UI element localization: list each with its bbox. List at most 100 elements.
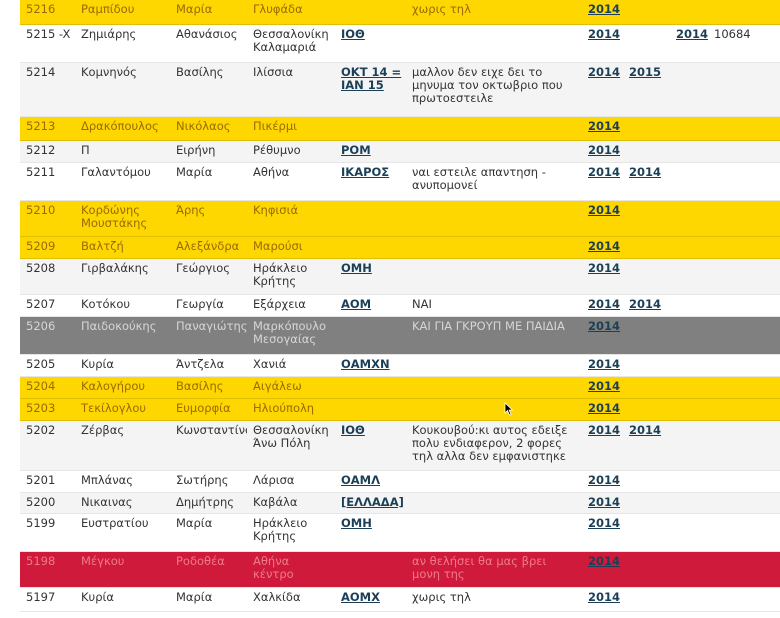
year-link[interactable]: 2014: [629, 296, 662, 311]
last-name-cell: Κομνηνός: [75, 62, 170, 116]
years-cell: 2014 2014: [582, 420, 670, 470]
group-cell: [335, 376, 406, 399]
year-link[interactable]: 2014: [629, 422, 662, 437]
group-link[interactable]: ΙΚΑΡΟΣ: [341, 164, 390, 179]
area-cell: Θεσσαλονίκη Άνω Πόλη: [247, 420, 335, 470]
year-link[interactable]: 2014: [588, 26, 621, 41]
last-name-cell: Ευστρατίου: [75, 513, 170, 551]
year-link[interactable]: 2014: [588, 260, 621, 275]
note-cell: μαλλον δεν ειχε δει το μηνυμα τον οκτωβρ…: [406, 62, 582, 116]
year-link[interactable]: 2014: [588, 64, 621, 79]
members-table-body: 5216 Ραμπίδου Μαρία Γλυφάδα χωρις τηλ 2014 521…: [20, 0, 780, 611]
year-link[interactable]: 2014: [588, 142, 621, 157]
years-cell: 2014: [582, 24, 670, 62]
year-link[interactable]: 2014: [588, 296, 621, 311]
note-cell: [406, 470, 582, 492]
year-link[interactable]: 2014: [588, 164, 621, 179]
group-cell: [335, 316, 406, 354]
year-link[interactable]: 2014: [588, 356, 621, 371]
group-cell: ΙΚΑΡΟΣ: [335, 162, 406, 200]
last-name-cell: Μέγκου: [75, 551, 170, 587]
last-name-cell: Νικαινας: [75, 492, 170, 513]
years-cell: 201420142014: [582, 162, 670, 200]
year-link[interactable]: 2015: [629, 64, 662, 79]
table-row: 5207 Κοτόκου Γεωργία Εξάρχεια ΑΟΜ ΝΑΙ 2014 2014: [20, 294, 780, 316]
group-link[interactable]: ΙΟΘ: [341, 422, 365, 437]
extra-cell: [670, 420, 780, 470]
note-cell: χωρις τηλ: [406, 0, 582, 25]
last-name-cell: Π: [75, 140, 170, 162]
extra-cell: [670, 470, 780, 492]
year-link[interactable]: 2014: [588, 2, 621, 16]
group-cell: [335, 551, 406, 587]
year-link[interactable]: 2014: [588, 238, 621, 253]
year-link[interactable]: 2014: [588, 472, 621, 487]
area-cell: Χανιά: [247, 354, 335, 376]
group-cell: ΑΟΜΧ: [335, 587, 406, 611]
year-link[interactable]: 2014: [588, 378, 621, 393]
area-cell: Ηράκλειο Κρήτης: [247, 513, 335, 551]
table-row: 5205 Κυρία Άντζελα Χανιά ΟΑΜΧΝ 2014: [20, 354, 780, 376]
table-row: 5213 Δρακόπουλος Νικόλαος Πικέρμι 2014: [20, 116, 780, 141]
extra-cell: [670, 200, 780, 237]
member-id-cell: 5211: [20, 162, 75, 200]
last-name-cell: Δρακόπουλος: [75, 116, 170, 141]
mouse-pointer-icon: [504, 402, 514, 416]
group-link[interactable]: ΟΜΗ: [341, 260, 372, 275]
extra-cell: [670, 492, 780, 513]
extra-cell: [670, 0, 780, 25]
year-link[interactable]: 2014: [588, 494, 621, 509]
first-name-cell: Γεώργιος: [170, 258, 247, 294]
last-name-cell: Τεκίλογλου: [75, 398, 170, 421]
area-cell: Ηλιούπολη: [247, 398, 335, 421]
first-name-cell: Μαρία: [170, 162, 247, 200]
group-link[interactable]: ΟΑΜΛ: [341, 472, 381, 487]
years-cell: 2014: [582, 236, 670, 259]
group-link[interactable]: ΟΑΜΧΝ: [341, 356, 390, 371]
last-name-cell: Κυρία: [75, 354, 170, 376]
area-cell: Μαρκόπουλο Μεσογαίας: [247, 316, 335, 354]
area-cell: Θεσσαλονίκη Καλαμαριά: [247, 24, 335, 62]
area-cell: Χαλκίδα: [247, 587, 335, 611]
year-link[interactable]: 2014: [588, 589, 621, 604]
year-link[interactable]: 2014: [588, 318, 621, 333]
group-link[interactable]: ΡΟΜ: [341, 142, 371, 157]
group-link[interactable]: ΟΜΗ: [341, 515, 372, 530]
table-row: 5202ΖέρβαςΚωνσταντίνοςΘεσσαλονίκη Άνω Πό…: [20, 420, 780, 470]
note-cell: [406, 376, 582, 399]
table-row: 5198 Μέγκου Ροδοθέα Αθήνα κέντρο αν θελήσει …: [20, 551, 780, 587]
group-link[interactable]: ΙΟΘ: [341, 26, 365, 41]
area-cell: Αθήνα: [247, 162, 335, 200]
first-name-cell: Αθανάσιος: [170, 24, 247, 62]
last-name-cell: Ζέρβας: [75, 420, 170, 470]
last-name-cell: Παιδοκούκης: [75, 316, 170, 354]
member-id-cell: 5206: [20, 316, 75, 354]
year-link[interactable]: 2014: [588, 422, 621, 437]
years-cell: 2014: [582, 316, 670, 354]
year-link[interactable]: 2014: [588, 118, 621, 133]
area-cell: Ηράκλειο Κρήτης: [247, 258, 335, 294]
first-name-cell: Παναγιώτης: [170, 316, 247, 354]
year-link[interactable]: 2014: [588, 515, 621, 530]
years-cell: 2014: [582, 258, 670, 294]
group-link[interactable]: [ΕΛΛΑΔΑ]: [341, 494, 404, 509]
area-cell: Ιλίσσια: [247, 62, 335, 116]
years-cell: 2014 2015: [582, 62, 670, 116]
table-row: 5206 Παιδοκούκης Παναγιώτης Μαρκόπουλο Μεσο…: [20, 316, 780, 354]
year-link[interactable]: 2014: [588, 553, 621, 568]
year-link[interactable]: 2014: [588, 400, 621, 415]
last-name-cell: Κορδώνης Μουστάκης: [75, 200, 170, 237]
group-link[interactable]: ΑΟΜΧ: [341, 589, 380, 604]
note-cell: [406, 258, 582, 294]
table-row: 5209 Βαλτζή Αλεξάνδρα Μαρούσι 2014: [20, 236, 780, 259]
extra-cell: [670, 140, 780, 162]
group-link[interactable]: ΑΟΜ: [341, 296, 372, 311]
extra-year-link[interactable]: 2014: [676, 26, 709, 41]
member-id-cell: 5203: [20, 398, 75, 421]
table-row: 5199 Ευστρατίου Μαρία Ηράκλειο Κρήτης ΟΜΗ 201…: [20, 513, 780, 551]
member-id-cell: 5215 -X: [20, 24, 75, 62]
year-link[interactable]: 2014: [629, 164, 662, 179]
year-link[interactable]: 2014: [588, 202, 621, 217]
extra-cell: 2014 10684: [670, 24, 780, 62]
group-link[interactable]: ΟΚΤ 14 = ΙΑΝ 15: [341, 64, 402, 92]
